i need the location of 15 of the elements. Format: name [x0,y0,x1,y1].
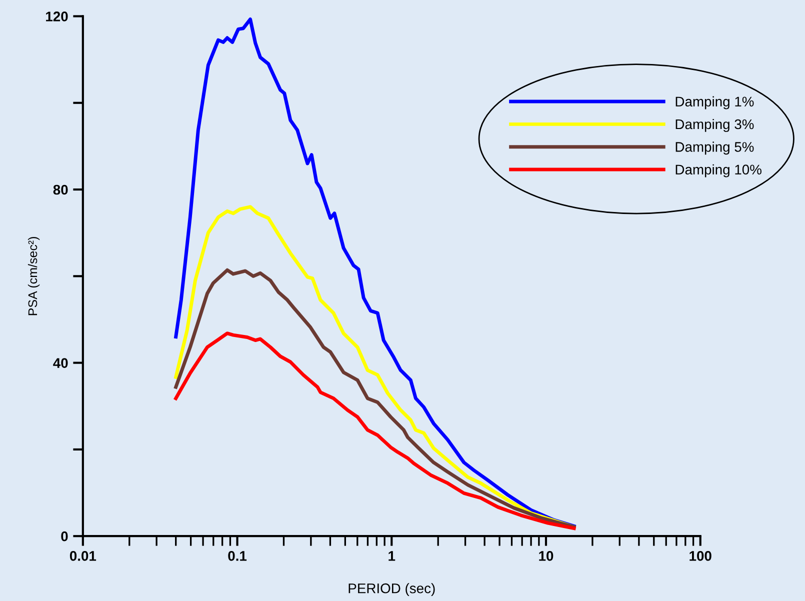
y-tick-label: 0 [61,531,68,542]
text: Damping 5% [676,142,754,155]
x-tick-label: 0.1 [228,551,247,561]
x-tick-label: 0.01 [70,551,96,561]
x-axis-title: PERIOD (sec) [348,583,435,596]
y-axis-title: PSA (cm/sec²) [28,237,40,316]
y-tick-label: 40 [53,358,68,368]
text: Damping 3% [676,118,754,132]
text: Damping 10% [676,164,762,178]
x-tick-label: 100 [690,551,712,561]
y-tick-label: 80 [53,184,68,195]
text: Damping 1% [676,96,754,110]
x-tick-label: 10 [539,551,554,561]
y-tick-label: 120 [46,12,68,22]
x-tick-label: 1 [388,551,396,561]
